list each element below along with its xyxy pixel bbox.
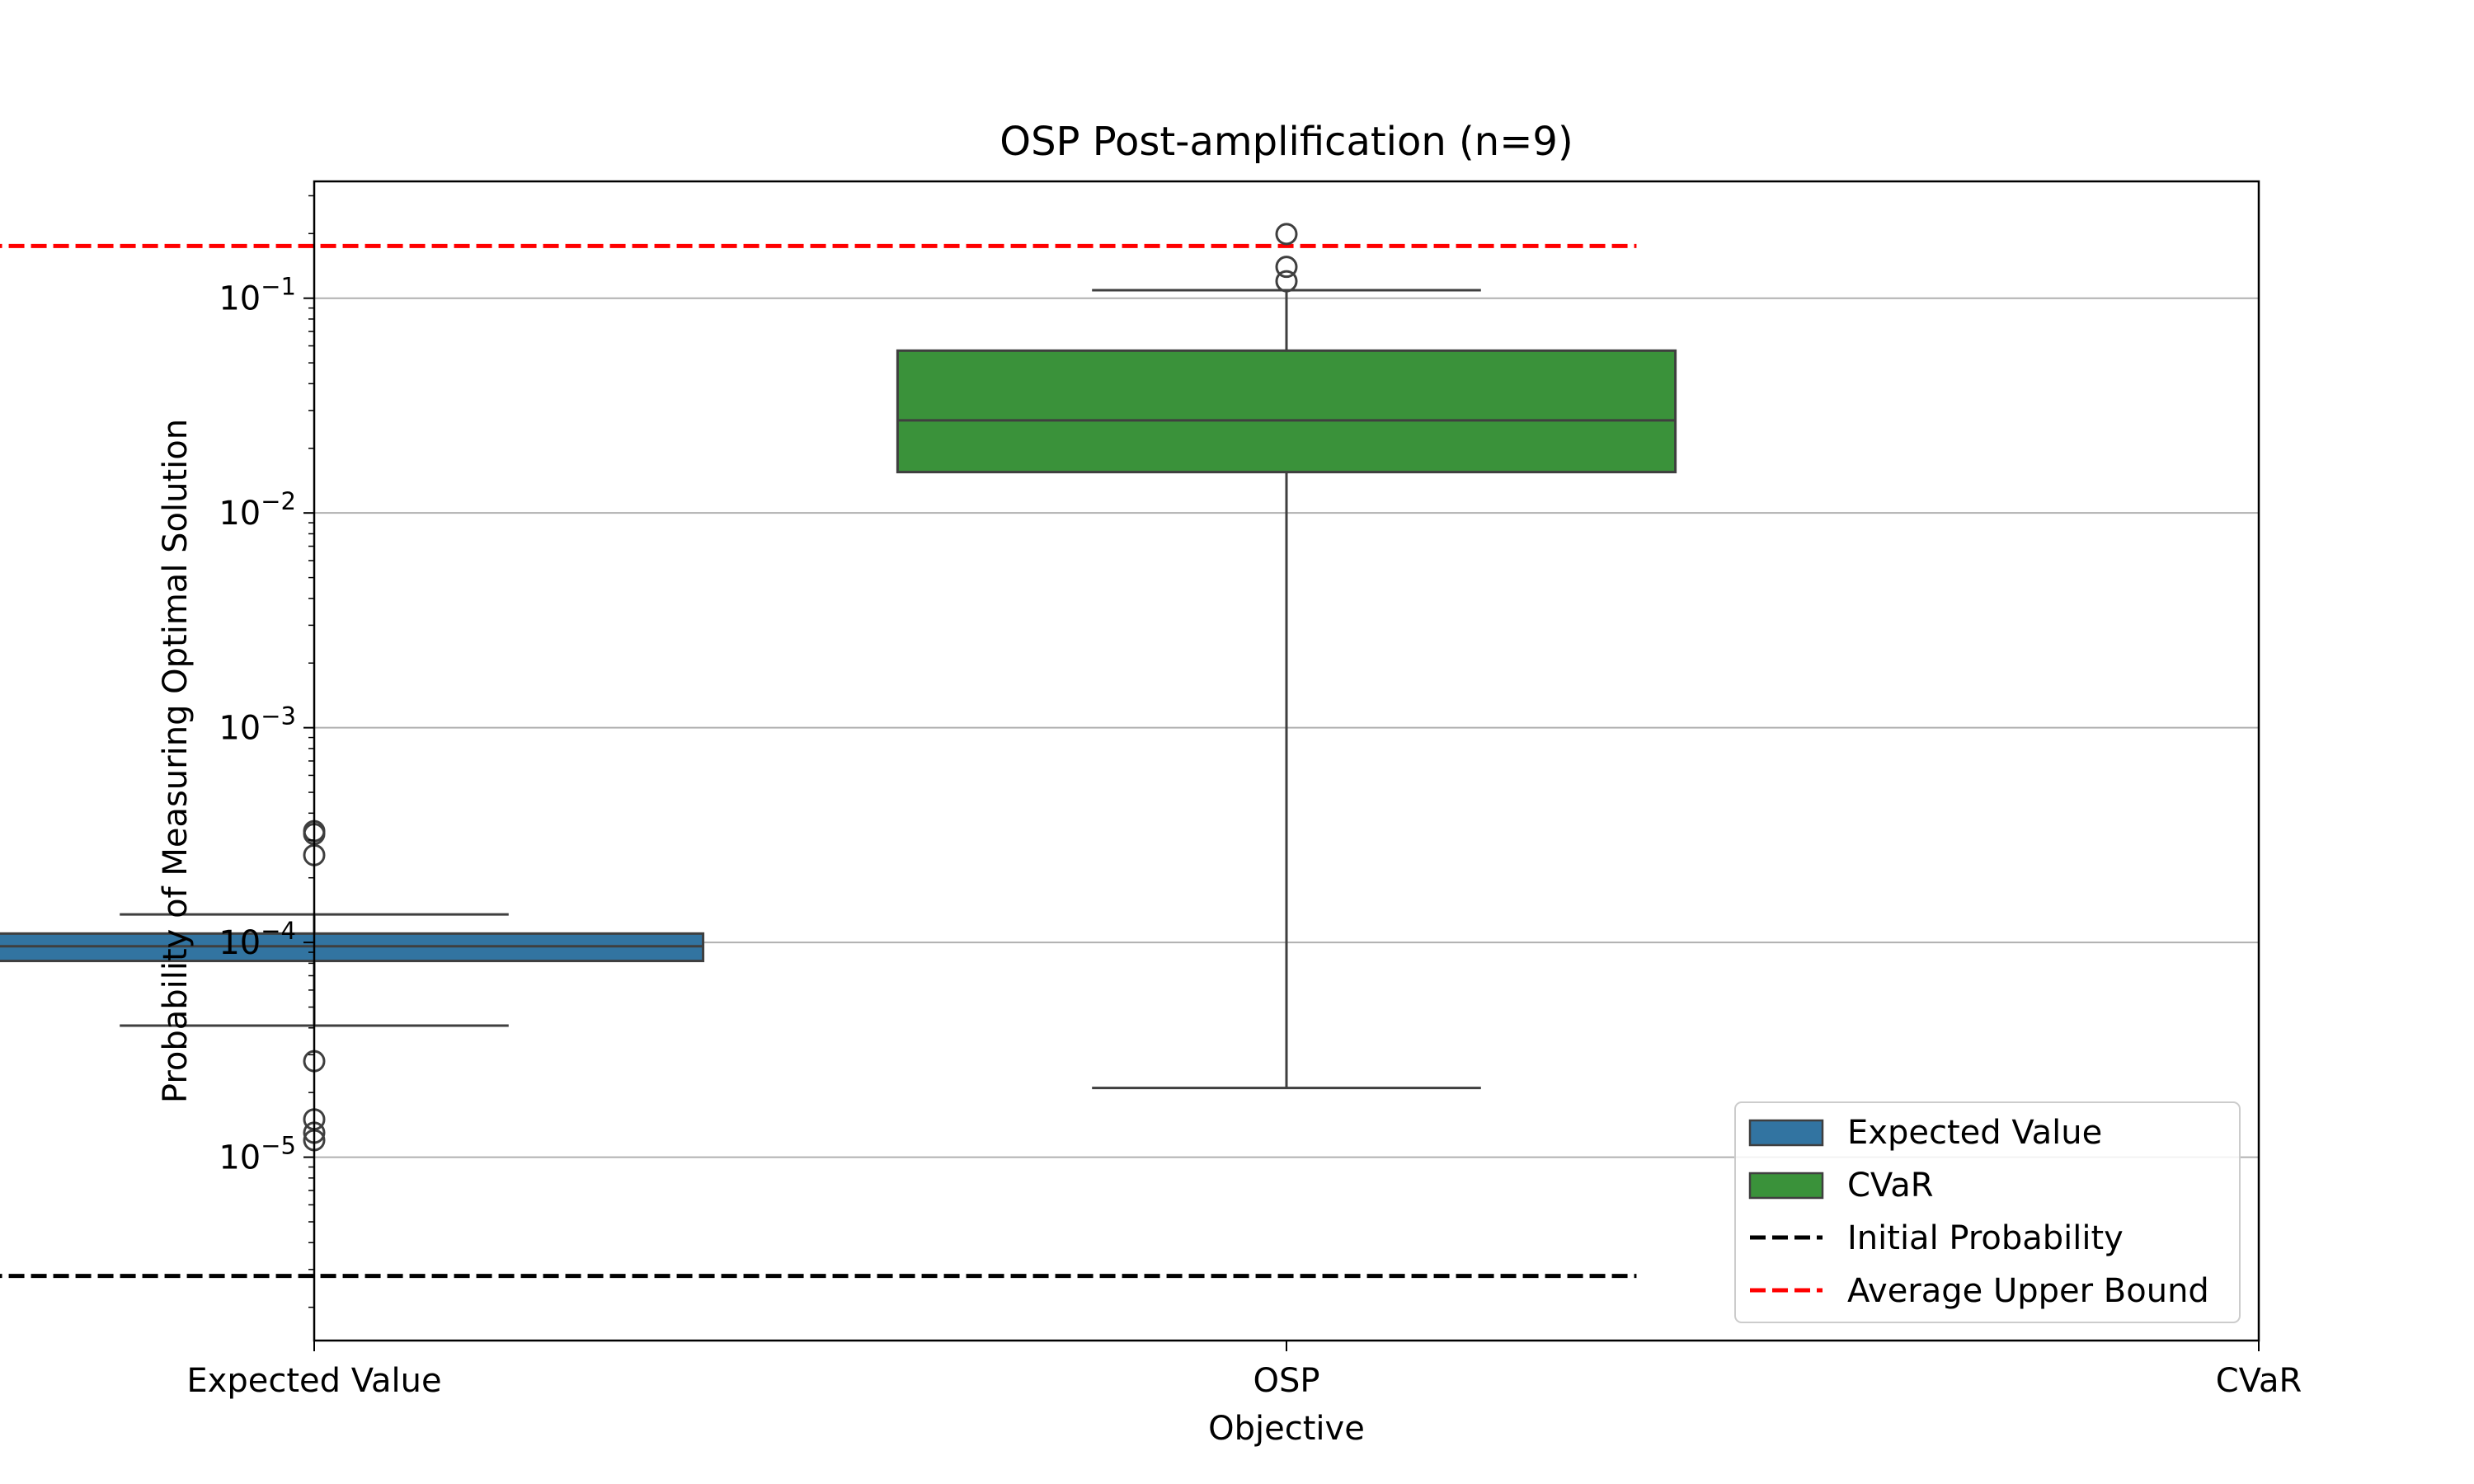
x-axis: Expected Value OSP CVaR (186, 1341, 2302, 1400)
legend-swatch (1748, 1172, 1824, 1200)
x-axis-label: Objective (1208, 1410, 1365, 1448)
legend-swatch (1748, 1119, 1824, 1147)
outlier-point (1275, 256, 1298, 279)
legend-label: Expected Value (1847, 1114, 2102, 1152)
y-tick-label: 10−3 (219, 702, 296, 748)
outlier-point (1275, 223, 1298, 246)
box (896, 349, 1677, 474)
legend-label: Average Upper Bound (1847, 1272, 2209, 1310)
legend-entry: Initial Probability (1750, 1219, 2124, 1257)
legend-label: Initial Probability (1847, 1219, 2124, 1257)
chart-title: OSP Post-amplification (n=9) (999, 119, 1573, 165)
box-group (896, 223, 1677, 1090)
legend-entry: Average Upper Bound (1750, 1272, 2209, 1310)
boxes (0, 223, 1677, 1152)
outlier-point (1275, 270, 1298, 293)
legend-entry: CVaR (1748, 1167, 1934, 1205)
legend-box (1734, 1101, 2241, 1323)
x-tick-label: Expected Value (186, 1362, 441, 1400)
y-tick-label: 10−5 (219, 1132, 296, 1177)
reference-lines (0, 243, 1637, 1279)
x-tick-label: OSP (1253, 1362, 1320, 1400)
y-tick-label: 10−2 (219, 487, 296, 533)
x-tick-label: CVaR (2216, 1362, 2302, 1400)
box-group (0, 819, 705, 1152)
y-axis: 10−510−410−310−210−1 (219, 195, 314, 1308)
legend-label: CVaR (1847, 1167, 1934, 1205)
y-tick-label: 10−1 (219, 273, 296, 318)
legend-entry: Expected Value (1748, 1114, 2102, 1152)
y-axis-label: Probability of Measuring Optimal Solutio… (157, 419, 195, 1103)
legend: Expected Value CVaR Initial Probability Ave… (1734, 1101, 2241, 1323)
